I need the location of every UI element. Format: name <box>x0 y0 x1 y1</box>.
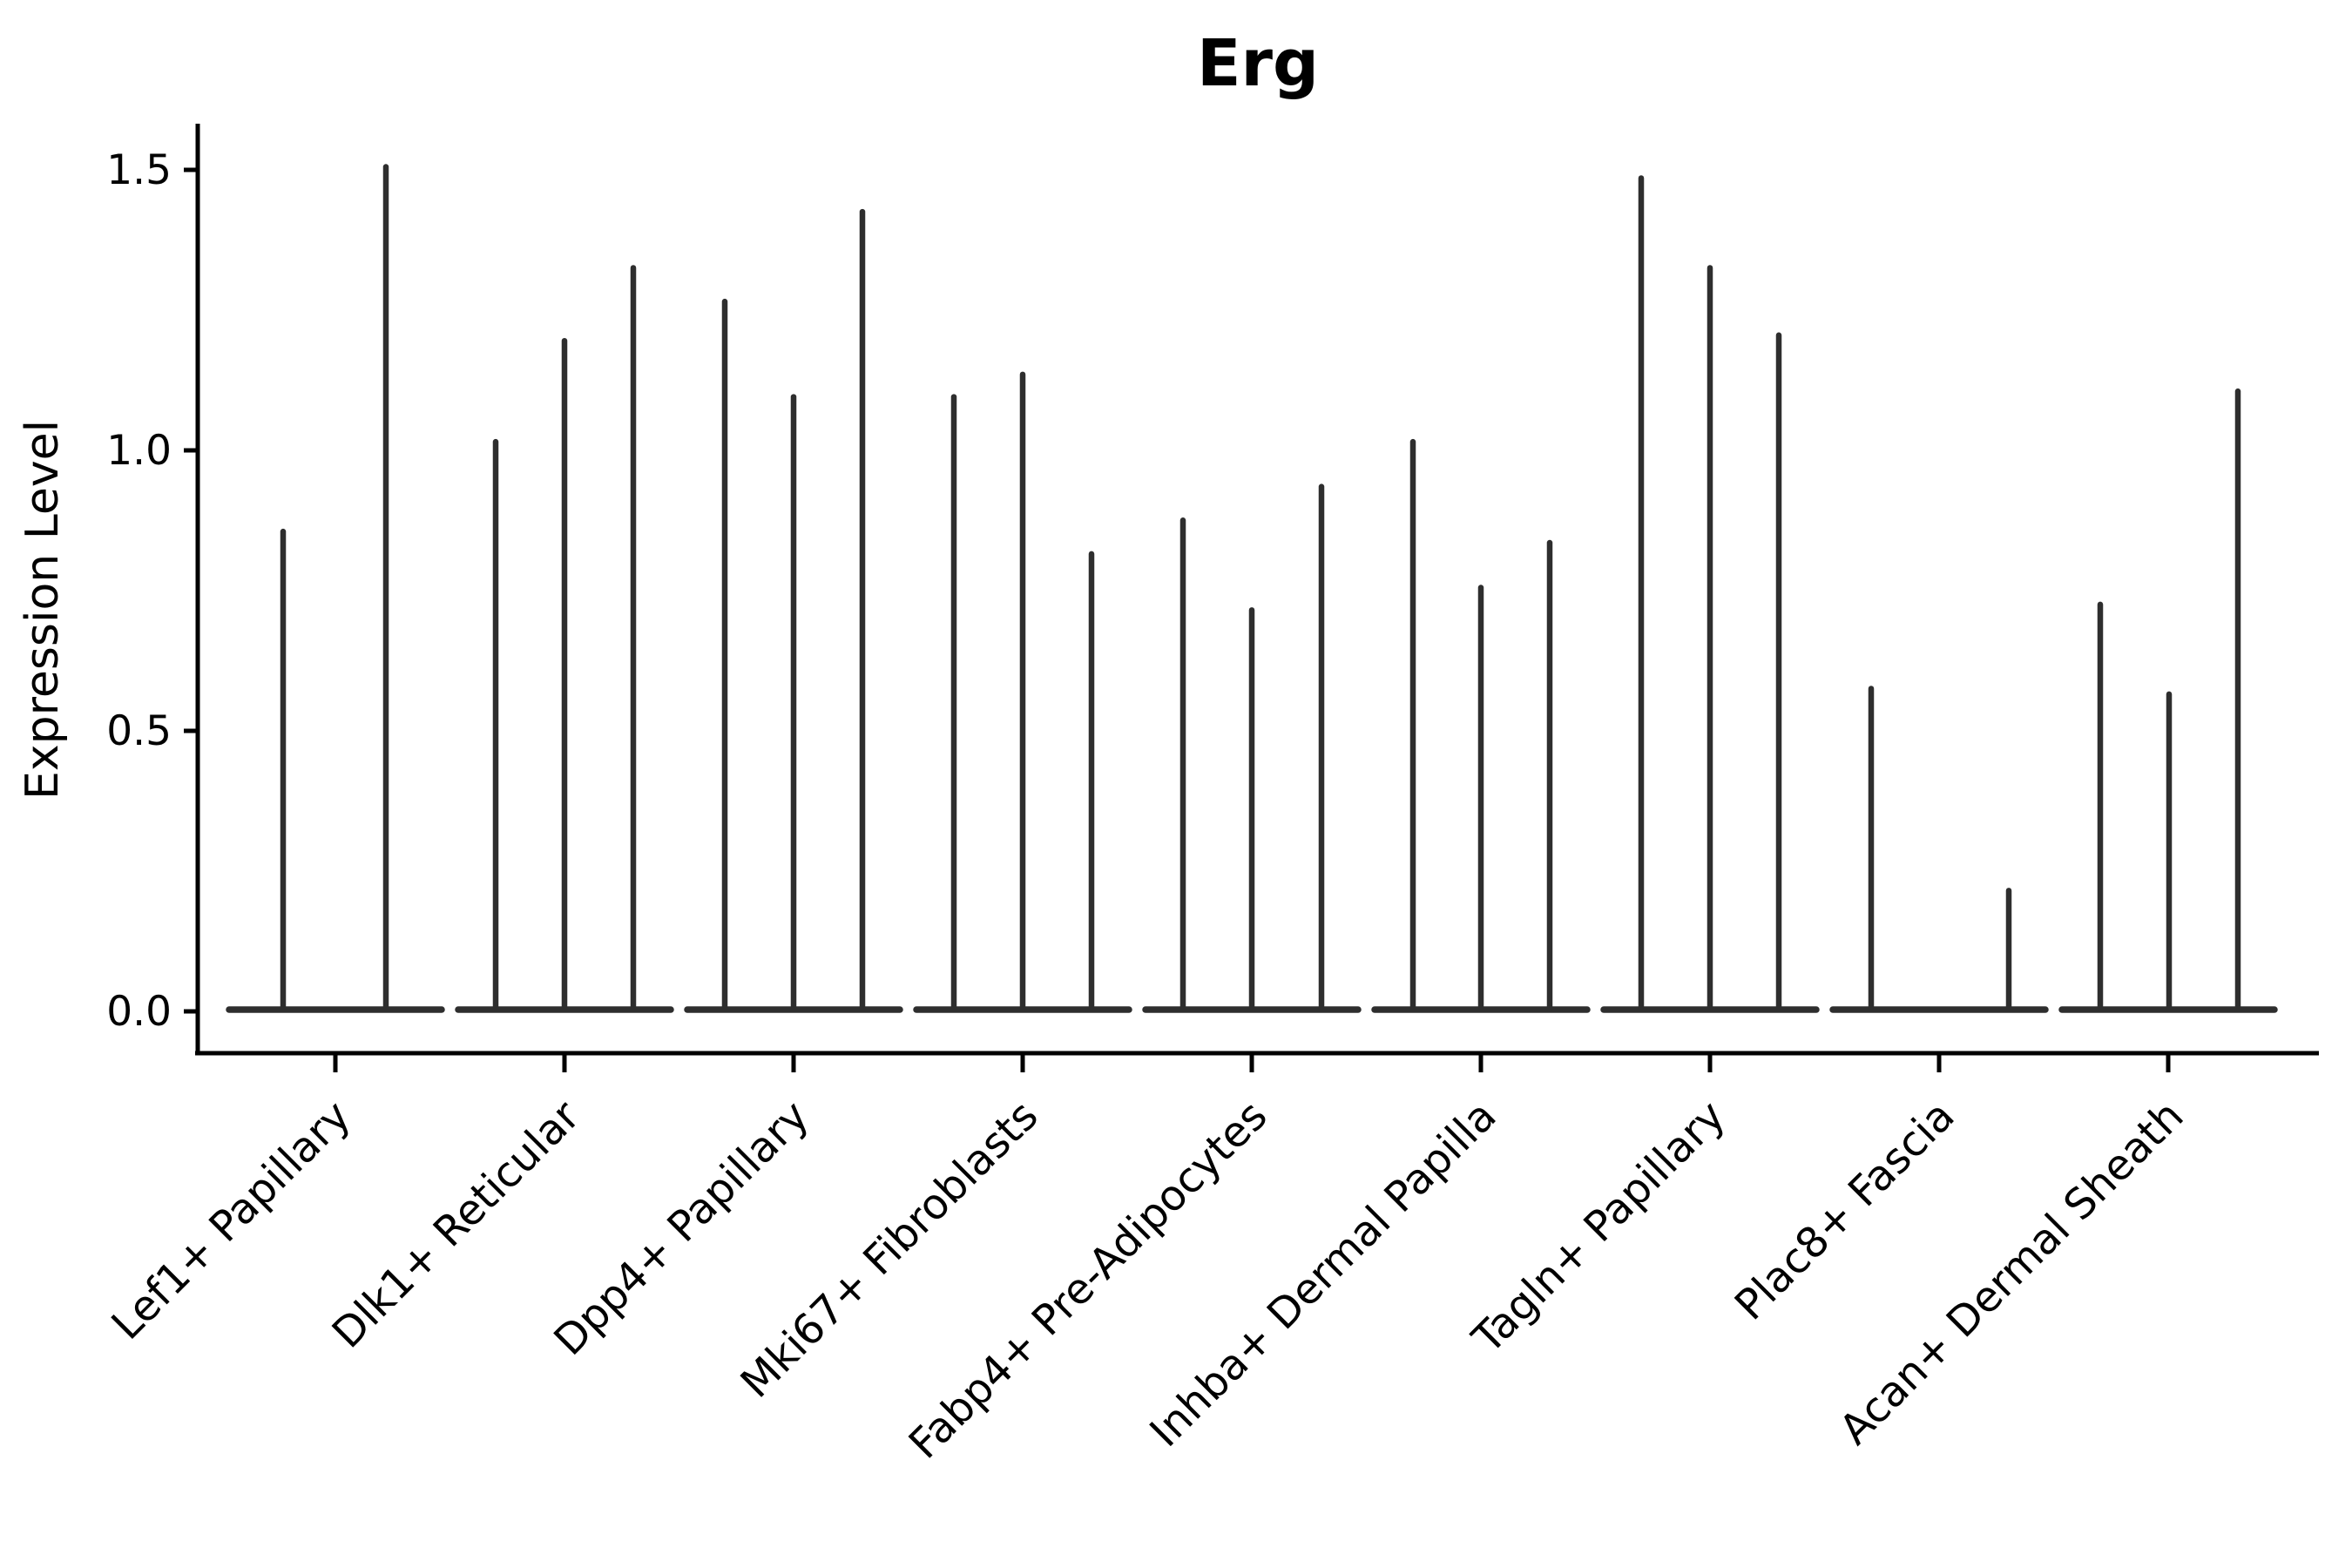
y-tick-label: 1.5 <box>106 146 172 194</box>
violin-category <box>1142 483 1362 1013</box>
violin-category <box>684 208 903 1013</box>
category-label: Plac8+ Fascia <box>1726 1092 1964 1330</box>
category-label: Lef1+ Papillary <box>103 1092 361 1349</box>
violin-category <box>455 265 674 1013</box>
violin-category <box>1371 438 1591 1013</box>
category-label: Dpp4+ Papillary <box>544 1092 818 1365</box>
chart-title: Erg <box>1197 26 1319 101</box>
violin-category <box>1829 686 2049 1013</box>
y-axis-label: Expression Level <box>17 420 69 800</box>
category-label: Tagln+ Papillary <box>1463 1092 1734 1363</box>
category-label: Dlk1+ Reticular <box>323 1092 590 1358</box>
violin-category <box>1600 175 1820 1013</box>
y-tick-label: 1.0 <box>106 427 172 475</box>
violin-category <box>226 164 445 1013</box>
violins-group <box>226 164 2278 1013</box>
violin-category <box>2058 388 2278 1013</box>
y-axis-ticks: 0.0 0.5 1.0 1.5 <box>106 146 198 1036</box>
y-tick-label: 0.0 <box>106 988 172 1036</box>
violin-category <box>913 371 1132 1013</box>
y-tick-label: 0.5 <box>106 707 172 755</box>
